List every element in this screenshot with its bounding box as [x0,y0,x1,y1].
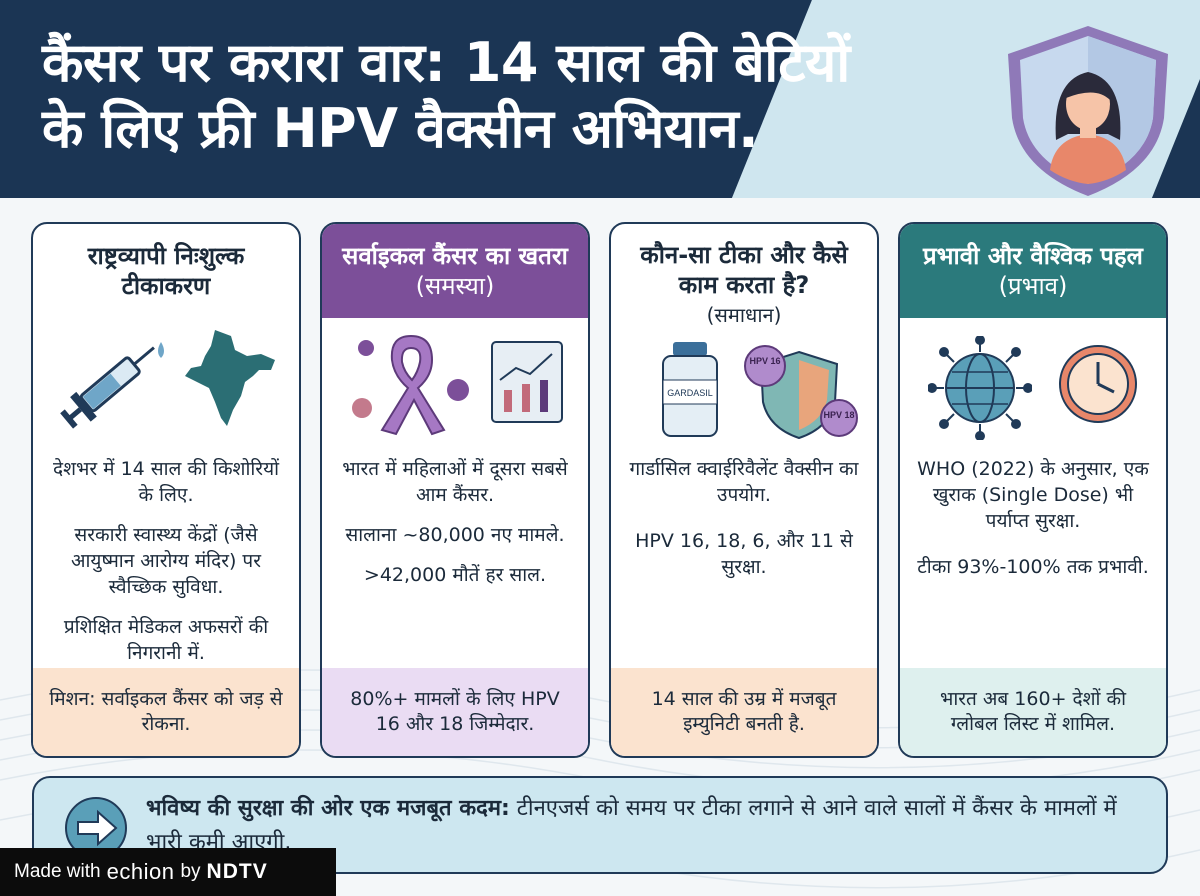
card-icons [33,318,299,450]
syringe-icon [60,342,164,429]
watermark-by: by [180,861,201,882]
card-global-impact: प्रभावी और वैश्विक पहल (प्रभाव) [898,222,1168,758]
globe-network-icon [928,336,1032,440]
card-heading-text: प्रभावी और वैश्विक पहल [923,242,1143,270]
card-icons: GARDASIL HPV 16 HPV 18 [611,342,877,450]
card-body: WHO (2022) के अनुसार, एक खुराक (Single D… [900,456,1166,668]
card-heading: कौन-सा टीका और कैसे काम करता है? (समाधान… [611,224,877,346]
banner-bold-text: भविष्य की सुरक्षा की ओर एक मजबूत कदम: [146,796,510,821]
title-line-2: के लिए फ्री HPV वैक्सीन अभियान. [42,97,759,160]
card-body: भारत में महिलाओं में दूसरा सबसे आम कैंसर… [322,456,588,668]
declining-chart-icon [491,341,563,423]
awareness-ribbon-icon [352,334,469,436]
banner-body-text: टीनएजर्स को समय पर टीका लगाने से आने वाल… [146,796,1117,855]
card-point: गार्डासिल क्वाईरिवैलेंट वैक्सीन का उपयोग… [629,458,859,506]
watermark-made-with: Made with [14,861,101,882]
card-point: सरकारी स्वास्थ्य केंद्रों (जैसे आयुष्मान… [71,524,261,598]
watermark: Made with echion by NDTV [0,848,336,896]
clock-icon [1059,345,1137,423]
card-footer: 80%+ मामलों के लिए HPV 16 और 18 जिम्मेदा… [322,668,588,756]
card-point: HPV 16, 18, 6, और 11 से सुरक्षा. [635,530,853,578]
card-icons [322,318,588,450]
vaccine-vial-icon: GARDASIL [662,342,718,437]
arrow-right-icon [65,797,127,859]
watermark-brand: echion [106,859,175,884]
strain-label-16: HPV 16 [749,356,780,366]
card-cervical-cancer-risk: सर्वाइकल कैंसर का खतरा (समस्या) भारत में… [320,222,590,758]
card-heading-text: राष्ट्रव्यापी निःशुल्क टीकाकरण [87,242,245,300]
card-subheading: (प्रभाव) [998,272,1068,300]
card-body: देशभर में 14 साल की किशोरियों के लिए. सर… [33,456,299,668]
card-point: टीका 93%-100% तक प्रभावी. [917,556,1149,578]
card-body: गार्डासिल क्वाईरिवैलेंट वैक्सीन का उपयोग… [611,456,877,668]
card-point: प्रशिक्षित मेडिकल अफसरों की निगरानी में. [63,616,269,664]
card-point: देशभर में 14 साल की किशोरियों के लिए. [52,458,280,506]
virus-shield-icon: HPV 16 HPV 18 [744,345,858,440]
watermark-publisher: NDTV [206,860,268,883]
card-heading: राष्ट्रव्यापी निःशुल्क टीकाकरण [33,224,299,318]
card-point: सालाना ~80,000 नए मामले. [345,524,565,546]
card-heading: प्रभावी और वैश्विक पहल (प्रभाव) [900,224,1166,318]
india-map-icon [185,330,275,426]
card-point: भारत में महिलाओं में दूसरा सबसे आम कैंसर… [342,458,568,506]
card-footer: मिशन: सर्वाइकल कैंसर को जड़ से रोकना. [33,668,299,756]
card-icons [900,318,1166,450]
card-subheading: (समाधान) [706,303,782,327]
card-heading: सर्वाइकल कैंसर का खतरा (समस्या) [322,224,588,318]
card-subheading: (समस्या) [415,272,495,300]
card-footer: 14 साल की उम्र में मजबूत इम्युनिटी बनती … [611,668,877,756]
banner-text: भविष्य की सुरक्षा की ओर एक मजबूत कदम: टी… [146,792,1146,860]
strain-label-18: HPV 18 [823,410,854,420]
vial-label: GARDASIL [667,388,713,398]
title-line-1: कैंसर पर करारा वार: 14 साल की बेटियों [42,31,850,94]
card-vaccine-solution: कौन-सा टीका और कैसे काम करता है? (समाधान… [609,222,879,758]
card-heading-text: कौन-सा टीका और कैसे काम करता है? [640,241,848,299]
page-title: कैंसर पर करारा वार: 14 साल की बेटियों के… [42,30,982,162]
card-point: WHO (2022) के अनुसार, एक खुराक (Single D… [917,458,1149,532]
shield-woman-icon [1008,26,1168,196]
card-footer: भारत अब 160+ देशों की ग्लोबल लिस्ट में श… [900,668,1166,756]
card-point: >42,000 मौतें हर साल. [363,564,547,586]
card-heading-text: सर्वाइकल कैंसर का खतरा [342,242,568,270]
card-nationwide-vaccination: राष्ट्रव्यापी निःशुल्क टीकाकरण देशभर में… [31,222,301,758]
header: कैंसर पर करारा वार: 14 साल की बेटियों के… [0,0,1200,198]
